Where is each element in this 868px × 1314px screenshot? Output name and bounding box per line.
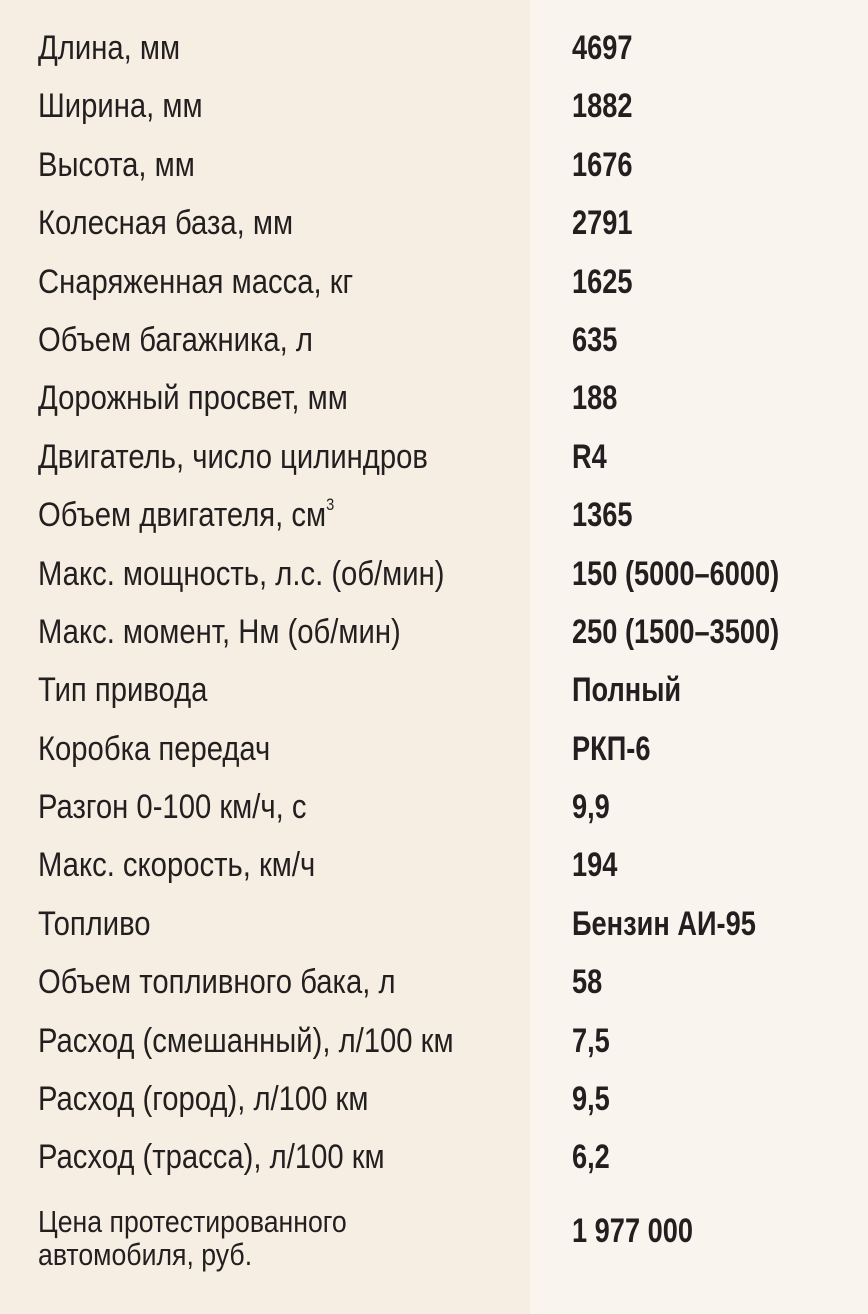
spec-label: Высота, мм xyxy=(38,136,195,194)
spec-value: 9,9 xyxy=(572,788,610,827)
spec-value: 4697 xyxy=(572,29,633,67)
spec-label-text: Длина, мм xyxy=(38,29,181,67)
spec-label-text: Дорожный просвет, мм xyxy=(38,379,348,418)
spec-value: 194 xyxy=(572,846,618,885)
spec-label-text: Топливо xyxy=(38,904,151,943)
spec-label: Макс. момент, Нм (об/мин) xyxy=(38,603,401,661)
spec-label-text: Снаряженная масса, кг xyxy=(38,262,354,301)
superscript: 3 xyxy=(326,495,335,515)
spec-row: Высота, мм 1676 xyxy=(0,136,868,194)
spec-value: 150 (5000–6000) xyxy=(572,554,780,593)
spec-label: Расход (трасса), л/100 км xyxy=(38,1128,385,1186)
spec-row: Топливо Бензин АИ-95 xyxy=(0,895,868,953)
spec-label-text: Тип привода xyxy=(38,671,208,710)
spec-label-text: Двигатель, число цилиндров xyxy=(38,437,428,476)
label-column-background xyxy=(0,0,530,1314)
spec-label: Объем багажника, л xyxy=(38,311,313,369)
value-column-background xyxy=(530,0,868,1314)
spec-value: 58 xyxy=(572,963,603,1002)
spec-label: Макс. мощность, л.с. (об/мин) xyxy=(38,545,445,603)
spec-label: Цена протестированного автомобиля, руб. xyxy=(38,1205,347,1271)
spec-row: Макс. скорость, км/ч 194 xyxy=(0,836,868,894)
spec-row: Объем багажника, л 635 xyxy=(0,311,868,369)
spec-label-text: Расход (трасса), л/100 км xyxy=(38,1138,385,1177)
spec-label: Снаряженная масса, кг xyxy=(38,253,353,311)
spec-label-text: Объем топливного бака, л xyxy=(38,963,396,1002)
spec-row: Колесная база, мм 2791 xyxy=(0,194,868,252)
spec-label: Макс. скорость, км/ч xyxy=(38,836,315,894)
spec-value: Полный xyxy=(572,671,682,710)
spec-label: Колесная база, мм xyxy=(38,194,293,252)
spec-label: Расход (город), л/100 км xyxy=(38,1070,368,1128)
spec-row: Снаряженная масса, кг 1625 xyxy=(0,253,868,311)
spec-value: 1365 xyxy=(572,496,633,535)
spec-label-text: Макс. скорость, км/ч xyxy=(38,846,316,885)
spec-row: Дорожный просвет, мм 188 xyxy=(0,369,868,427)
price-label-line2: автомобиля, руб. xyxy=(38,1237,253,1272)
spec-label: Длина, мм xyxy=(38,19,180,77)
spec-label-text: Объем багажника, л xyxy=(38,320,313,359)
spec-row: Разгон 0-100 км/ч, с 9,9 xyxy=(0,778,868,836)
spec-value: 250 (1500–3500) xyxy=(572,612,780,651)
spec-row: Двигатель, число цилиндров R4 xyxy=(0,428,868,486)
spec-value: 6,2 xyxy=(572,1138,610,1177)
spec-row-price: Цена протестированного автомобиля, руб. … xyxy=(0,1205,868,1295)
spec-label: Разгон 0-100 км/ч, с xyxy=(38,778,306,836)
spec-label-text: Ширина, мм xyxy=(38,87,203,126)
spec-label-text: Объем двигателя, см xyxy=(38,496,327,535)
spec-row: Макс. момент, Нм (об/мин) 250 (1500–3500) xyxy=(0,603,868,661)
spec-label: Объем топливного бака, л xyxy=(38,953,396,1011)
spec-value: Бензин АИ-95 xyxy=(572,904,756,943)
spec-label: Коробка передач xyxy=(38,720,270,778)
spec-label-text: Расход (смешанный), л/100 км xyxy=(38,1021,454,1060)
spec-value: 1 977 000 xyxy=(572,1212,694,1250)
spec-row: Тип привода Полный xyxy=(0,661,868,719)
spec-row: Расход (город), л/100 км 9,5 xyxy=(0,1070,868,1128)
spec-label-text: Колесная база, мм xyxy=(38,204,294,243)
spec-row: Расход (смешанный), л/100 км 7,5 xyxy=(0,1012,868,1070)
spec-value: 1882 xyxy=(572,87,633,126)
spec-row: Коробка передач РКП-6 xyxy=(0,720,868,778)
spec-value: 188 xyxy=(572,379,618,418)
spec-row: Длина, мм 4697 xyxy=(0,19,868,77)
spec-value: 7,5 xyxy=(572,1021,610,1060)
spec-value: РКП-6 xyxy=(572,729,651,768)
spec-row: Макс. мощность, л.с. (об/мин) 150 (5000–6… xyxy=(0,545,868,603)
spec-value: R4 xyxy=(572,437,607,476)
price-label-line1: Цена протестированного xyxy=(38,1204,347,1239)
spec-value: 635 xyxy=(572,320,618,359)
spec-value: 2791 xyxy=(572,204,633,243)
spec-label-text: Разгон 0-100 км/ч, с xyxy=(38,788,307,827)
spec-label: Дорожный просвет, мм xyxy=(38,369,348,427)
spec-label-text: Коробка передач xyxy=(38,729,271,768)
spec-label: Расход (смешанный), л/100 км xyxy=(38,1012,454,1070)
spec-label-text: Расход (город), л/100 км xyxy=(38,1080,369,1119)
spec-label-text: Высота, мм xyxy=(38,145,195,184)
spec-label: Ширина, мм xyxy=(38,77,203,135)
spec-label: Объем двигателя, см3 xyxy=(38,486,334,544)
spec-label: Тип привода xyxy=(38,661,207,719)
spec-row: Объем двигателя, см3 1365 xyxy=(0,486,868,544)
spec-row: Объем топливного бака, л 58 xyxy=(0,953,868,1011)
spec-row: Расход (трасса), л/100 км 6,2 xyxy=(0,1128,868,1186)
spec-value: 1625 xyxy=(572,262,633,301)
spec-label-text: Макс. мощность, л.с. (об/мин) xyxy=(38,554,445,593)
spec-value: 1676 xyxy=(572,145,633,184)
spec-label: Двигатель, число цилиндров xyxy=(38,428,428,486)
spec-row: Ширина, мм 1882 xyxy=(0,77,868,135)
spec-table: Длина, мм 4697 Ширина, мм 1882 Высота, мм 167… xyxy=(0,19,868,1187)
spec-label-text: Макс. момент, Нм (об/мин) xyxy=(38,612,401,651)
spec-value: 9,5 xyxy=(572,1080,610,1119)
spec-label: Топливо xyxy=(38,895,151,953)
